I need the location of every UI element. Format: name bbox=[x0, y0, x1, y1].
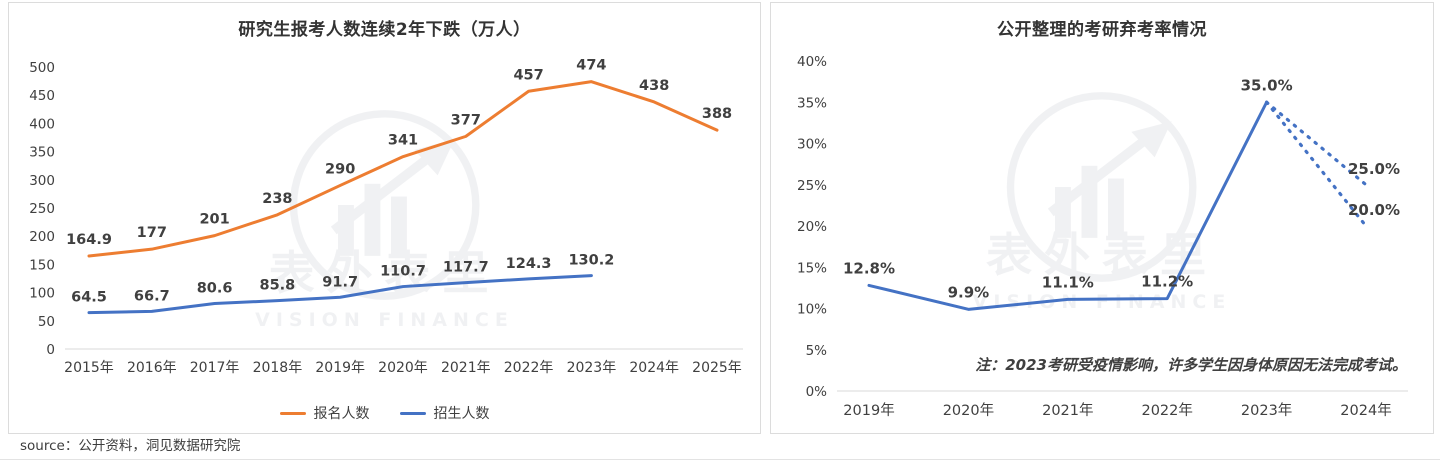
svg-text:164.9: 164.9 bbox=[66, 232, 112, 248]
svg-text:150: 150 bbox=[29, 257, 55, 273]
chart-title-abandon-rate: 公开整理的考研弃考率情况 bbox=[997, 20, 1207, 40]
svg-text:2021年: 2021年 bbox=[1042, 402, 1093, 419]
svg-text:2019年: 2019年 bbox=[843, 402, 894, 419]
svg-text:2017年: 2017年 bbox=[190, 360, 240, 376]
svg-text:50: 50 bbox=[38, 314, 55, 330]
svg-text:64.5: 64.5 bbox=[71, 290, 107, 306]
svg-text:30%: 30% bbox=[797, 137, 827, 153]
svg-text:130.2: 130.2 bbox=[568, 253, 614, 269]
svg-text:350: 350 bbox=[29, 145, 55, 161]
svg-text:80.6: 80.6 bbox=[197, 281, 233, 297]
svg-text:2020年: 2020年 bbox=[943, 402, 994, 419]
svg-text:2023年: 2023年 bbox=[567, 360, 617, 376]
svg-text:250: 250 bbox=[29, 201, 55, 217]
chart-card-abandon-rate: 公开整理的考研弃考率情况 表外表里 VISION FINANCE 0% 5% 10%… bbox=[770, 2, 1434, 434]
svg-text:201: 201 bbox=[199, 212, 229, 228]
svg-text:124.3: 124.3 bbox=[506, 256, 552, 272]
svg-text:0%: 0% bbox=[806, 384, 828, 400]
svg-text:66.7: 66.7 bbox=[134, 288, 170, 304]
svg-text:40%: 40% bbox=[797, 54, 827, 70]
legend: 报名人数 招生人数 bbox=[9, 403, 760, 423]
svg-text:200: 200 bbox=[29, 229, 55, 245]
svg-text:15%: 15% bbox=[797, 260, 827, 276]
chart-title-applicants: 研究生报考人数连续2年下跌（万人） bbox=[238, 20, 531, 40]
svg-text:10%: 10% bbox=[797, 302, 827, 318]
svg-text:100: 100 bbox=[29, 286, 55, 302]
svg-text:20.0%: 20.0% bbox=[1348, 201, 1400, 219]
svg-text:2019年: 2019年 bbox=[315, 360, 365, 376]
svg-text:117.7: 117.7 bbox=[443, 260, 489, 276]
svg-text:35%: 35% bbox=[797, 95, 827, 111]
svg-text:388: 388 bbox=[702, 106, 732, 122]
legend-label-admissions: 招生人数 bbox=[433, 406, 490, 422]
svg-text:2020年: 2020年 bbox=[378, 360, 428, 376]
svg-text:0: 0 bbox=[46, 342, 55, 358]
legend-item-admissions: 招生人数 bbox=[399, 403, 490, 423]
svg-text:500: 500 bbox=[29, 60, 55, 76]
svg-text:474: 474 bbox=[576, 58, 606, 74]
svg-text:238: 238 bbox=[262, 191, 292, 207]
abandon-rate-line-chart: 0% 5% 10% 15% 20% 25% 30% 35% 40% 2019年 2020年 2021年… bbox=[797, 54, 1408, 419]
svg-text:85.8: 85.8 bbox=[260, 278, 296, 294]
svg-text:25.0%: 25.0% bbox=[1348, 160, 1400, 178]
svg-text:2025年: 2025年 bbox=[692, 360, 742, 376]
svg-text:25%: 25% bbox=[797, 178, 827, 194]
svg-text:11.1%: 11.1% bbox=[1042, 273, 1094, 291]
svg-text:110.7: 110.7 bbox=[380, 264, 426, 280]
legend-item-applicants: 报名人数 bbox=[279, 403, 370, 423]
svg-text:2022年: 2022年 bbox=[1141, 402, 1192, 419]
svg-text:2015年: 2015年 bbox=[64, 360, 114, 376]
svg-text:91.7: 91.7 bbox=[322, 274, 358, 290]
svg-text:2024年: 2024年 bbox=[1340, 402, 1391, 419]
chart-note: 注：2023考研受疫情影响，许多学生因身体原因无法完成考试。 bbox=[975, 356, 1407, 374]
svg-text:9.9%: 9.9% bbox=[948, 283, 990, 301]
svg-text:457: 457 bbox=[513, 67, 543, 83]
svg-text:12.8%: 12.8% bbox=[843, 259, 895, 277]
svg-text:341: 341 bbox=[388, 133, 418, 149]
svg-text:450: 450 bbox=[29, 88, 55, 104]
svg-text:2022年: 2022年 bbox=[504, 360, 554, 376]
svg-text:2018年: 2018年 bbox=[253, 360, 303, 376]
svg-text:400: 400 bbox=[29, 116, 55, 132]
svg-text:177: 177 bbox=[137, 225, 167, 241]
blue-line-swatch-icon bbox=[399, 411, 426, 415]
svg-text:20%: 20% bbox=[797, 219, 827, 235]
svg-text:377: 377 bbox=[451, 112, 481, 128]
svg-text:2016年: 2016年 bbox=[127, 360, 177, 376]
legend-label-applicants: 报名人数 bbox=[313, 406, 370, 422]
svg-text:290: 290 bbox=[325, 161, 355, 177]
svg-text:2021年: 2021年 bbox=[441, 360, 491, 376]
orange-line-swatch-icon bbox=[279, 411, 306, 415]
svg-text:5%: 5% bbox=[806, 343, 828, 359]
svg-text:438: 438 bbox=[639, 78, 669, 94]
svg-text:2023年: 2023年 bbox=[1241, 402, 1292, 419]
svg-text:11.2%: 11.2% bbox=[1141, 273, 1193, 291]
applicants-line-chart: 0 50 100 150 200 250 300 350 400 450 500 2015年 2016年… bbox=[29, 58, 743, 376]
svg-text:300: 300 bbox=[29, 173, 55, 189]
source-line: source：公开资料，洞见数据研究院 bbox=[20, 438, 241, 454]
svg-text:35.0%: 35.0% bbox=[1241, 76, 1293, 94]
svg-text:2024年: 2024年 bbox=[629, 360, 679, 376]
